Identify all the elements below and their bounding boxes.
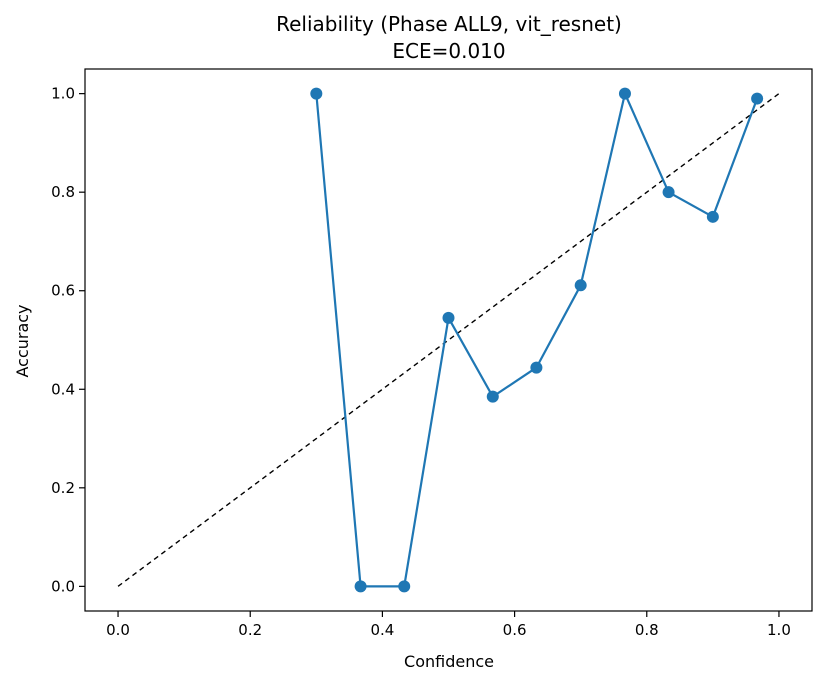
data-point xyxy=(574,279,587,292)
x-tick-label: 1.0 xyxy=(767,621,791,639)
y-tick-label: 0.6 xyxy=(51,282,75,300)
x-axis-label: Confidence xyxy=(404,652,494,671)
y-tick-label: 0.8 xyxy=(51,183,75,201)
data-point xyxy=(751,92,764,105)
y-tick-label: 0.4 xyxy=(51,380,75,398)
data-point xyxy=(310,87,323,100)
x-axis: 0.0 0.2 0.4 0.6 0.8 1.0 xyxy=(106,611,791,639)
data-point xyxy=(486,390,499,403)
x-tick-label: 0.6 xyxy=(503,621,527,639)
y-tick-label: 0.0 xyxy=(51,577,75,595)
x-tick-label: 0.8 xyxy=(635,621,659,639)
chart-subtitle: ECE=0.010 xyxy=(392,39,505,63)
data-point xyxy=(442,311,455,324)
y-tick-label: 1.0 xyxy=(51,85,75,103)
x-tick-label: 0.4 xyxy=(370,621,394,639)
data-point xyxy=(354,580,367,593)
x-tick-label: 0.2 xyxy=(238,621,262,639)
perfect-calibration-line xyxy=(117,93,780,587)
data-point xyxy=(398,580,411,593)
accuracy-series-points xyxy=(310,87,764,593)
data-point xyxy=(618,87,631,100)
data-point xyxy=(530,361,543,374)
y-axis-label: Accuracy xyxy=(13,304,32,377)
y-tick-label: 0.2 xyxy=(51,479,75,497)
data-point xyxy=(706,210,719,223)
y-axis: 0.0 0.2 0.4 0.6 0.8 1.0 xyxy=(51,85,85,595)
x-tick-label: 0.0 xyxy=(106,621,130,639)
data-point xyxy=(662,186,675,199)
chart-title: Reliability (Phase ALL9, vit_resnet) xyxy=(276,12,622,36)
